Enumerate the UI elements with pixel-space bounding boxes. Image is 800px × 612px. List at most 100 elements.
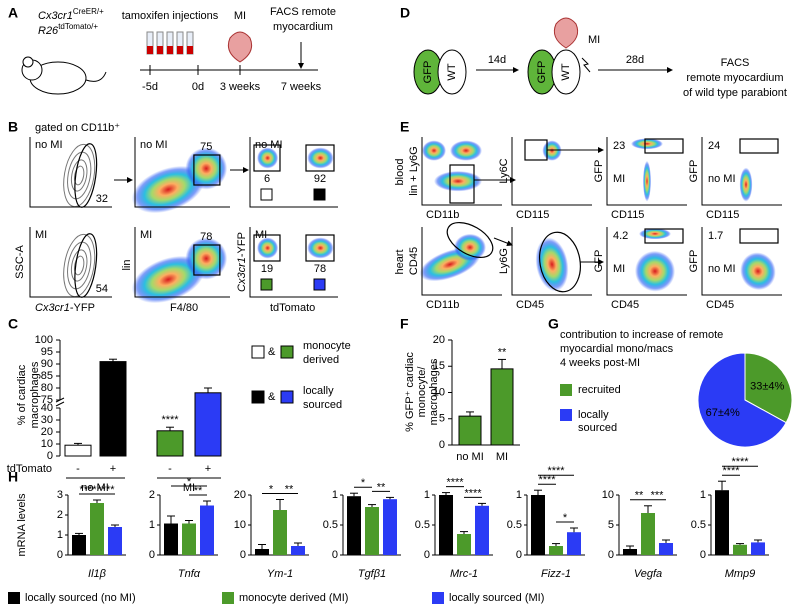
flow-plot	[421, 137, 502, 206]
density	[434, 171, 482, 192]
y-tick-label: 100	[35, 334, 53, 346]
bar	[72, 535, 86, 555]
arrow	[493, 237, 513, 246]
label: remote myocardium	[686, 72, 783, 84]
significance: ****	[79, 484, 97, 496]
plot-axes	[606, 227, 687, 296]
legend-label: locally	[303, 385, 334, 397]
gate-value: 6	[264, 173, 270, 185]
bar	[457, 534, 471, 555]
pie-slice	[697, 352, 787, 448]
legend-label: sourced	[578, 422, 617, 434]
gate-value: 54	[96, 283, 108, 295]
density	[185, 147, 228, 190]
gate-value: 92	[314, 173, 326, 185]
density	[740, 252, 776, 291]
y-tick-label: 1	[424, 489, 430, 501]
flow-plot	[606, 137, 687, 206]
y-tick-label: 85	[41, 370, 53, 382]
y-tick-label: 5	[608, 519, 614, 531]
label: SSC-A	[14, 245, 26, 279]
chart-title: Tnfα	[178, 568, 201, 580]
label: monocyte/	[416, 366, 428, 418]
y-tick-label: 1	[516, 489, 522, 501]
legend-joiner: &	[268, 391, 276, 403]
y-tick-label: 30	[41, 414, 53, 426]
y-tick-label: 95	[41, 346, 53, 358]
y-tick-label: 90	[41, 358, 53, 370]
label: macrophages	[29, 361, 41, 428]
plot-axes	[134, 137, 230, 208]
plot-axes	[511, 137, 592, 206]
y-tick-label: 10	[602, 489, 614, 501]
significance: *	[187, 476, 192, 488]
plot-axes	[511, 227, 592, 296]
density	[450, 140, 482, 161]
label: CD115	[706, 209, 739, 221]
density	[634, 250, 676, 292]
timeline-label: 3 weeks	[220, 81, 261, 93]
density	[542, 140, 562, 161]
legend-swatch	[280, 345, 294, 359]
y-tick-label: 10	[41, 438, 53, 450]
gate	[644, 228, 684, 244]
bar	[623, 549, 637, 555]
y-tick-label: 10	[234, 519, 246, 531]
panel-label: A	[8, 5, 18, 21]
y-tick-label: 3	[57, 489, 63, 501]
gate-value: 19	[261, 263, 273, 275]
panel-label: B	[8, 119, 18, 135]
legend-swatch	[313, 188, 326, 201]
contour	[74, 255, 85, 276]
x-tick-label: -	[76, 463, 80, 475]
bar	[641, 513, 655, 555]
label: MI	[140, 229, 152, 241]
label: MI	[588, 34, 600, 46]
density	[131, 255, 205, 304]
label: GFP	[536, 61, 548, 84]
legend-swatch	[560, 384, 572, 396]
label: Cx3cr1-YFP	[236, 232, 248, 292]
group-label: MI	[183, 482, 195, 494]
label: blood	[394, 159, 406, 186]
panel-label: D	[400, 5, 410, 21]
gate	[446, 221, 494, 259]
plot-axes	[701, 227, 782, 296]
gate	[193, 244, 221, 276]
legend-label: locally	[578, 409, 609, 421]
flow-plot	[419, 227, 502, 296]
label: macrophages	[428, 358, 440, 425]
label: MI	[35, 229, 47, 241]
label: MI	[234, 10, 246, 22]
legend-label: locally sourced (MI)	[449, 592, 544, 604]
plot-axes	[134, 227, 230, 298]
label-part: -YFP	[236, 232, 248, 257]
gate-value: 4.2	[613, 230, 628, 242]
label: Ly6C	[498, 158, 510, 183]
plot-axes	[421, 227, 502, 296]
y-tick-label: 0	[516, 549, 522, 561]
y-tick-label: 0	[240, 549, 246, 561]
density	[454, 233, 486, 261]
significance: *	[563, 512, 568, 524]
chart-title: Ym-1	[267, 568, 293, 580]
y-tick-label: 15	[433, 360, 445, 372]
y-tick-label: 75	[41, 394, 53, 406]
x-tick-label: +	[110, 463, 116, 475]
y-tick-label: 1	[149, 519, 155, 531]
density	[257, 147, 279, 169]
significance: ****	[538, 474, 556, 486]
label-part: tdTomato/+	[58, 22, 98, 31]
gate	[253, 234, 281, 262]
timeline-label: 0d	[192, 81, 204, 93]
gate-value: 1.7	[708, 230, 723, 242]
y-tick-label: 5	[439, 413, 445, 425]
plot-axes	[29, 137, 112, 208]
label: CD45	[516, 299, 544, 311]
legend-swatch	[251, 345, 265, 359]
significance: ****	[446, 477, 464, 489]
label-part: CreER/+	[73, 7, 104, 16]
panel-label: H	[8, 469, 18, 485]
significance: ****	[731, 456, 749, 468]
density	[639, 228, 671, 240]
